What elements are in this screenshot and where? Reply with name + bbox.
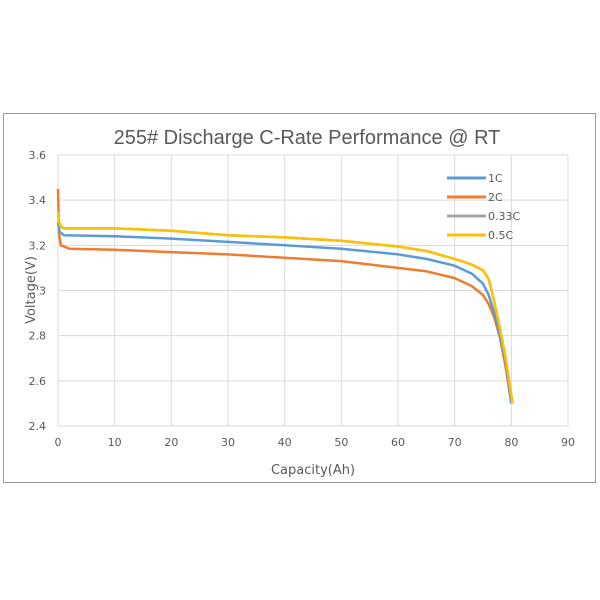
x-tick-label: 90 bbox=[561, 436, 575, 449]
x-tick-label: 30 bbox=[221, 436, 235, 449]
legend-label: 0.33C bbox=[488, 210, 520, 223]
legend-label: 2C bbox=[488, 191, 503, 204]
legend-label: 1C bbox=[488, 172, 503, 185]
x-tick-label: 10 bbox=[108, 436, 122, 449]
x-tick-label: 70 bbox=[448, 436, 462, 449]
x-axis-label: Capacity(Ah) bbox=[271, 463, 355, 478]
series-line-1C bbox=[56, 222, 513, 404]
y-tick-label: 3.2 bbox=[29, 239, 47, 252]
y-tick-label: 2.6 bbox=[29, 375, 47, 388]
series-line-0.5C bbox=[56, 211, 514, 404]
x-tick-label: 20 bbox=[164, 436, 178, 449]
x-tick-label: 0 bbox=[55, 436, 62, 449]
series-line-0.33C bbox=[56, 213, 514, 404]
chart-frame bbox=[3, 113, 596, 483]
legend-label: 0.5C bbox=[488, 229, 513, 242]
y-tick-label: 3.4 bbox=[29, 194, 47, 207]
y-tick-label: 2.8 bbox=[29, 330, 47, 343]
y-axis-label: Voltage(V) bbox=[24, 256, 39, 324]
x-tick-label: 80 bbox=[504, 436, 518, 449]
chart-title: 255# Discharge C-Rate Performance @ RT bbox=[114, 127, 501, 149]
x-tick-label: 60 bbox=[391, 436, 405, 449]
y-tick-label: 3 bbox=[39, 285, 46, 298]
x-tick-label: 40 bbox=[278, 436, 292, 449]
x-tick-label: 50 bbox=[334, 436, 348, 449]
y-tick-label: 2.4 bbox=[29, 420, 47, 433]
y-tick-label: 3.6 bbox=[29, 149, 47, 162]
